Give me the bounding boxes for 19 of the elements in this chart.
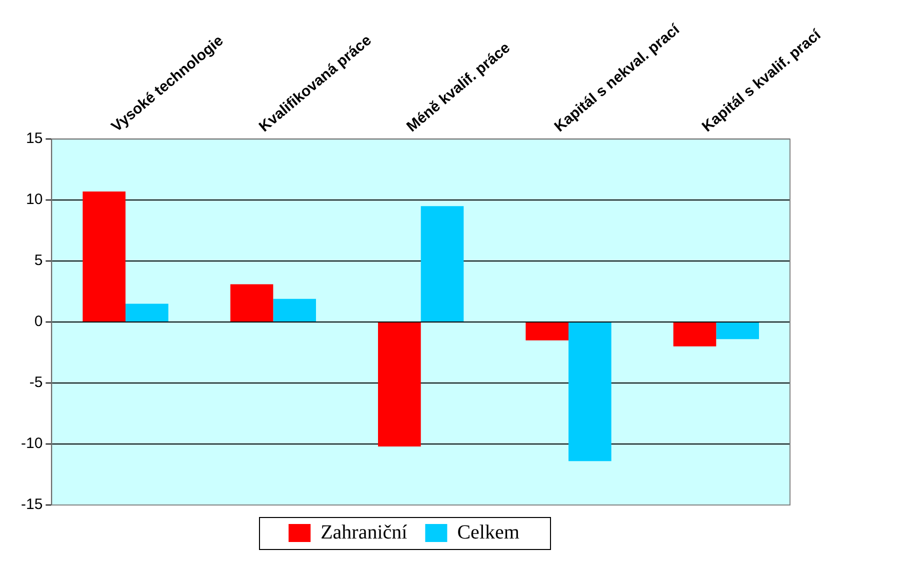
y-tick-label: -10 (20, 435, 43, 452)
y-tick-label: -15 (20, 496, 43, 514)
y-tick-label: 10 (26, 191, 43, 208)
legend-label: Zahraniční (320, 521, 408, 544)
y-tick-label: 5 (34, 252, 43, 270)
bar (568, 322, 612, 462)
bar (673, 322, 716, 346)
y-tick-label: 0 (34, 313, 43, 330)
bar (126, 304, 168, 322)
bar (420, 206, 464, 322)
y-tick-label: -5 (29, 374, 43, 392)
bar (716, 322, 759, 340)
y-tick-label: 15 (26, 130, 43, 148)
bar (378, 322, 421, 446)
bar (273, 298, 316, 322)
legend-label: Celkem (457, 521, 520, 544)
bar (526, 322, 569, 340)
bar (230, 284, 274, 322)
bar (82, 192, 126, 322)
